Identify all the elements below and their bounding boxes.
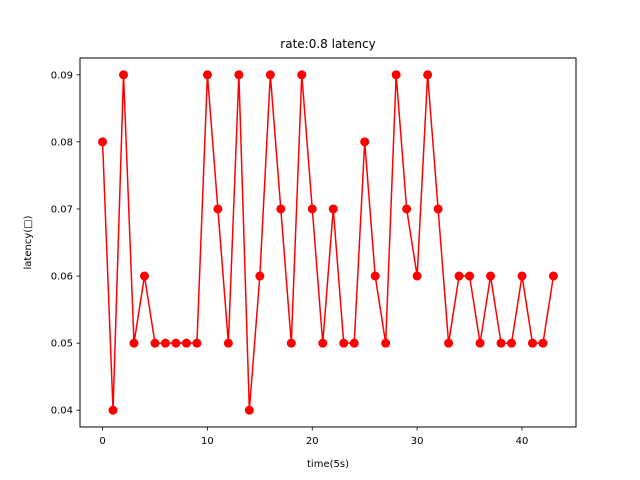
x-tick-label: 30 (411, 436, 424, 447)
data-point (412, 271, 422, 281)
y-tick-label: 0.05 (51, 339, 73, 350)
data-point (538, 338, 548, 348)
data-point (423, 70, 433, 80)
data-point (548, 271, 558, 281)
data-point (98, 137, 108, 147)
data-point (360, 137, 370, 147)
data-point (160, 338, 170, 348)
x-axis: 0 10 20 30 40 (99, 427, 528, 447)
data-point (444, 338, 454, 348)
data-point (475, 338, 485, 348)
data-point (276, 204, 286, 214)
data-point (391, 70, 401, 80)
x-tick-label: 0 (99, 436, 105, 447)
data-point (381, 338, 391, 348)
data-point (527, 338, 537, 348)
y-axis-label: latency(□) (23, 215, 34, 269)
data-point (465, 271, 475, 281)
data-point (244, 405, 254, 415)
data-point (339, 338, 349, 348)
data-point (213, 204, 223, 214)
data-point (192, 338, 202, 348)
data-point (150, 338, 160, 348)
data-point (433, 204, 443, 214)
x-tick-label: 20 (306, 436, 319, 447)
data-point (370, 271, 380, 281)
y-axis: 0.04 0.05 0.06 0.07 0.08 0.09 (51, 70, 80, 417)
data-point (328, 204, 338, 214)
series-line (101, 74, 555, 411)
data-point (119, 70, 129, 80)
data-point (496, 338, 506, 348)
data-point (202, 70, 212, 80)
data-point (517, 271, 527, 281)
data-point (265, 70, 275, 80)
data-point (349, 338, 359, 348)
data-point (234, 70, 244, 80)
data-point (139, 271, 149, 281)
data-point (181, 338, 191, 348)
data-point (255, 271, 265, 281)
plot-frame (79, 57, 577, 428)
y-tick-label: 0.08 (51, 137, 73, 148)
data-point (171, 338, 181, 348)
data-point (507, 338, 517, 348)
data-point (454, 271, 464, 281)
chart-title: rate:0.8 latency (280, 37, 375, 51)
y-tick-label: 0.06 (51, 272, 73, 283)
data-point (286, 338, 296, 348)
y-tick-label: 0.09 (51, 70, 73, 81)
data-point (402, 204, 412, 214)
data-point (297, 70, 307, 80)
data-point (318, 338, 328, 348)
data-point (223, 338, 233, 348)
y-tick-label: 0.04 (51, 406, 73, 417)
data-point (129, 338, 139, 348)
x-tick-label: 40 (516, 436, 529, 447)
x-tick-label: 10 (201, 436, 214, 447)
data-point (486, 271, 496, 281)
y-tick-label: 0.07 (51, 204, 73, 215)
data-point (108, 405, 118, 415)
data-point (307, 204, 317, 214)
x-axis-label: time(5s) (307, 459, 349, 470)
